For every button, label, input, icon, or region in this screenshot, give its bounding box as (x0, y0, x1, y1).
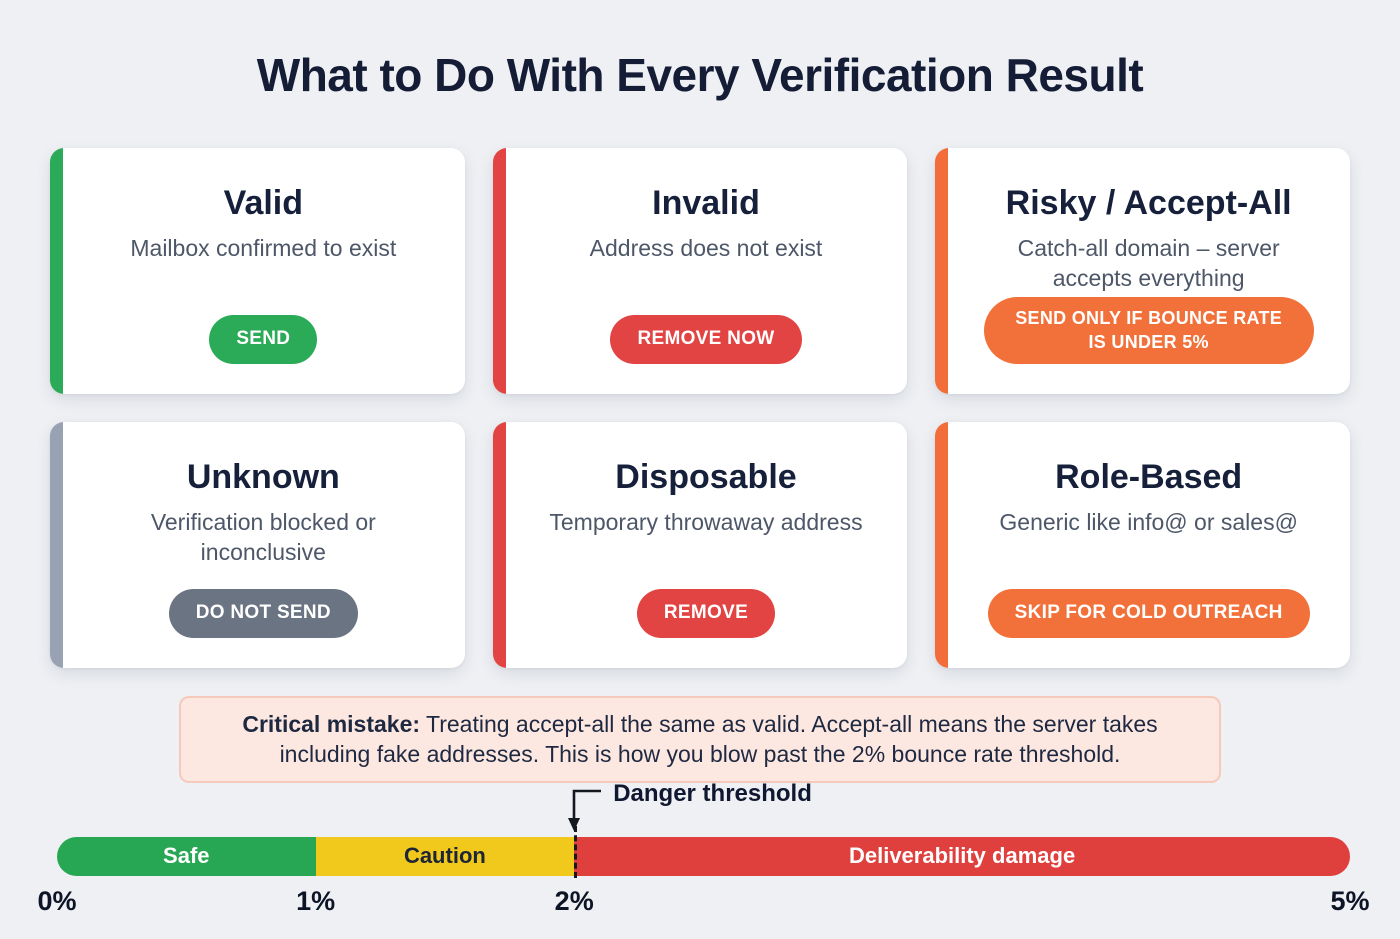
axis-tick-2: 2% (554, 885, 594, 916)
card-invalid-title: Invalid (652, 184, 760, 222)
card-valid-description: Mailbox confirmed to exist (130, 235, 397, 261)
card-valid: Valid Mailbox confirmed to exist SEND (50, 148, 465, 394)
card-role-based-title: Role-Based (1055, 458, 1243, 496)
card-disposable-accent-bar (492, 422, 506, 668)
card-disposable-description: Temporary throwaway address (549, 509, 863, 535)
gauge-segment-safe: Safe (57, 836, 316, 876)
gauge-segment-damage: Deliverability damage (574, 836, 1350, 876)
gauge-segment-damage-label: Deliverability damage (848, 843, 1076, 869)
card-risky-description: Catch-all domain – server accepts everyt… (1017, 235, 1280, 292)
card-valid-accent-bar (50, 148, 63, 394)
unknown-action-badge: DO NOT SEND (168, 589, 358, 638)
card-valid-title: Valid (223, 184, 304, 222)
axis-tick-0: 0% (37, 885, 77, 916)
role-based-action-badge: SKIP FOR COLD OUTREACH (987, 589, 1310, 638)
axis-tick-1: 1% (296, 885, 336, 916)
card-invalid-accent-bar (492, 148, 506, 394)
gauge-segment-caution: Caution (315, 836, 575, 876)
callout-text: Treating accept-all the same as valid. A… (279, 711, 1158, 768)
danger-threshold-label: Danger threshold (613, 779, 812, 807)
card-disposable-title: Disposable (615, 458, 797, 496)
invalid-action-badge: REMOVE NOW (610, 315, 802, 364)
page-title: What to Do With Every Verification Resul… (256, 49, 1144, 101)
card-unknown: Unknown Verification blocked or inconclu… (50, 422, 465, 668)
card-risky-title: Risky / Accept-All (1005, 184, 1292, 222)
axis-tick-3: 5% (1330, 885, 1370, 916)
bounce-rate-bar: Safe Caution Deliverability damage (57, 825, 1350, 878)
cards-grid: Valid Mailbox confirmed to exist SEND In… (50, 148, 1350, 668)
gauge-segment-caution-label: Caution (403, 843, 486, 869)
gauge-axis-ticks: 0% 1% 2% 5% (37, 885, 1369, 928)
bounce-rate-gauge: Danger threshold Safe Caution Deliverabi… (37, 780, 1369, 928)
gauge-segment-safe-label: Safe (163, 843, 210, 869)
card-risky-accept-all: Risky / Accept-All Catch-all domain – se… (935, 148, 1350, 394)
callout-label: Critical mistake: (242, 711, 421, 737)
valid-action-badge: SEND (209, 315, 318, 364)
card-risky-accent-bar (935, 148, 949, 394)
disposable-action-badge: REMOVE (636, 589, 776, 638)
card-role-based-description: Generic like info@ or sales@ (999, 509, 1298, 535)
danger-threshold-line (574, 825, 578, 878)
card-unknown-description: Verification blocked or inconclusive (150, 509, 376, 566)
card-unknown-title: Unknown (186, 458, 340, 496)
critical-mistake-callout: Critical mistake: Treating accept-all th… (179, 696, 1221, 783)
card-role-based: Role-Based Generic like info@ or sales@ … (935, 422, 1350, 668)
card-unknown-accent-bar (50, 422, 63, 668)
card-disposable: Disposable Temporary throwaway address R… (492, 422, 908, 668)
card-invalid-description: Address does not exist (589, 235, 823, 261)
card-role-based-accent-bar (935, 422, 949, 668)
card-invalid: Invalid Address does not exist REMOVE NO… (492, 148, 908, 394)
threshold-arrow-icon (568, 789, 602, 831)
danger-threshold-annotation: Danger threshold (568, 780, 812, 833)
risky-action-badge: SEND ONLY IF BOUNCE RATE IS UNDER 5% (983, 297, 1314, 364)
